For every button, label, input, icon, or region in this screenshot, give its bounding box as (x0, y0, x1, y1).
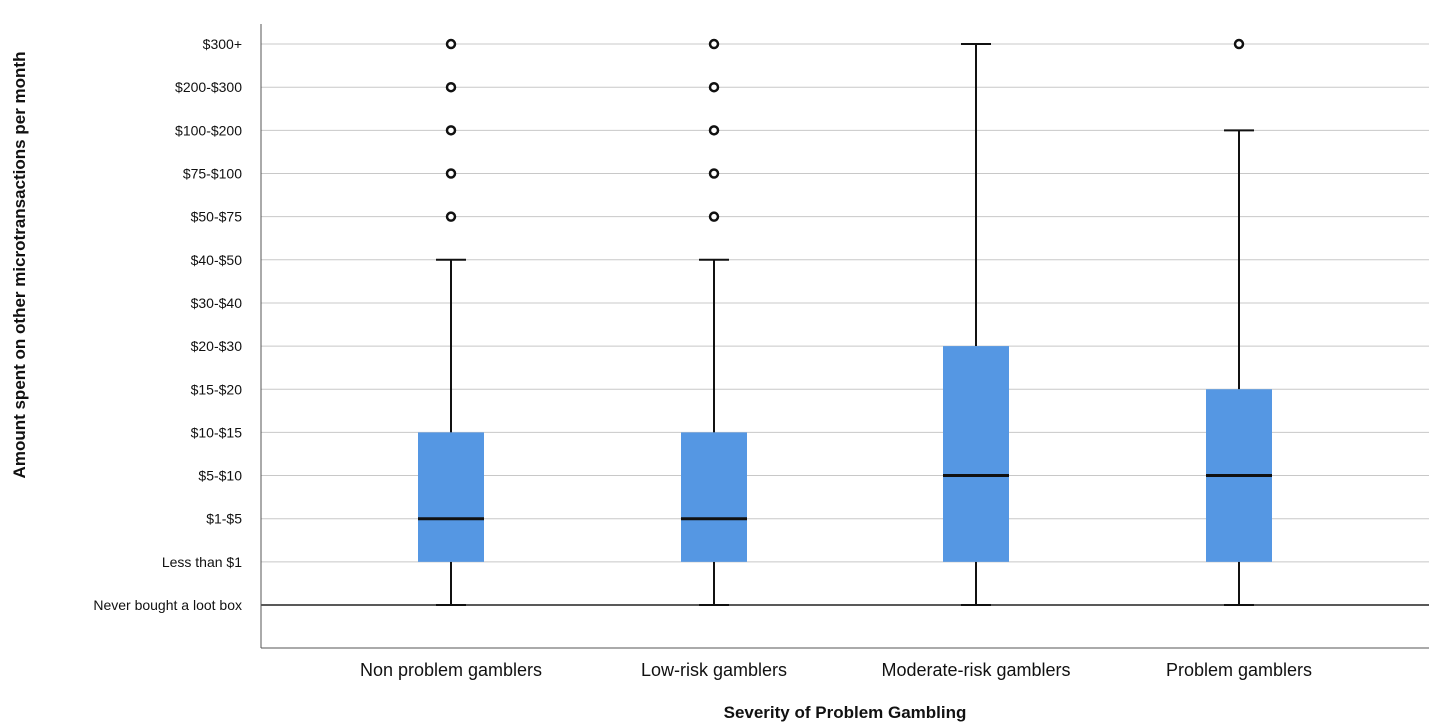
outlier-point (445, 125, 457, 136)
y-tick-label: $100-$200 (175, 122, 242, 138)
y-tick-labels: Never bought a loot box Less than $1 $1-$5… (93, 36, 242, 613)
x-tick-label: Moderate-risk gamblers (881, 660, 1070, 680)
outlier-point (1233, 38, 1245, 50)
box-iqr (418, 432, 484, 562)
y-tick-label: $10-$15 (191, 424, 243, 440)
y-axis-title: Amount spent on other microtransactions … (10, 52, 29, 479)
outlier-point (445, 211, 457, 222)
box-iqr (943, 346, 1009, 562)
box-iqr (681, 432, 747, 562)
box-group (418, 38, 484, 606)
box-group (681, 38, 747, 606)
y-tick-label: $30-$40 (191, 295, 243, 311)
x-axis-title: Severity of Problem Gambling (724, 703, 967, 722)
outlier-point (708, 125, 720, 136)
y-tick-label: $40-$50 (191, 252, 243, 268)
outlier-point (445, 81, 457, 93)
x-tick-label: Low-risk gamblers (641, 660, 787, 680)
outlier-point (708, 168, 720, 179)
boxes (418, 38, 1272, 606)
y-tick-label: $1-$5 (206, 511, 242, 527)
box-group (943, 43, 1009, 606)
box-group (1206, 38, 1272, 606)
y-tick-label: Less than $1 (162, 554, 242, 570)
outlier-point (708, 211, 720, 222)
y-tick-label: $20-$30 (191, 338, 243, 354)
y-tick-label: Never bought a loot box (93, 597, 242, 613)
y-tick-label: $5-$10 (198, 468, 242, 484)
axes (260, 24, 1429, 649)
x-tick-label: Problem gamblers (1166, 660, 1312, 680)
y-tick-label: $75-$100 (183, 166, 242, 182)
x-tick-labels: Non problem gamblers Low-risk gamblers Mod… (360, 660, 1312, 680)
outlier-point (445, 168, 457, 179)
outlier-point (445, 38, 457, 50)
x-tick-label: Non problem gamblers (360, 660, 542, 680)
y-tick-label: $15-$20 (191, 381, 243, 397)
y-tick-label: $300+ (203, 36, 242, 52)
y-tick-label: $50-$75 (191, 209, 243, 225)
outlier-point (708, 81, 720, 93)
outlier-point (708, 38, 720, 50)
y-tick-label: $200-$300 (175, 79, 242, 95)
